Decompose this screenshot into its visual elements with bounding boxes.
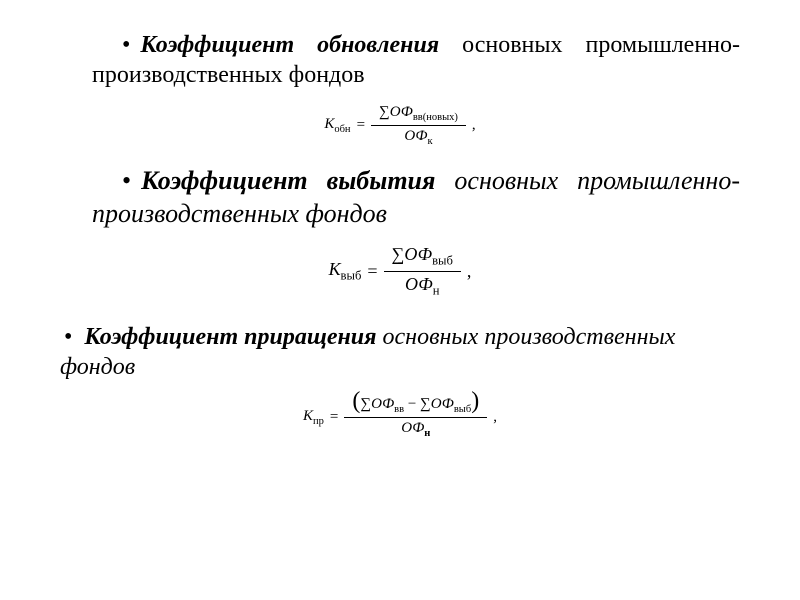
bullet-block-1: Коэффициент обновления основных промышле… xyxy=(60,30,740,90)
f1-num-sub: вв(новых) xyxy=(413,112,458,123)
f2-den-sub: н xyxy=(433,283,440,297)
f2-eq: = xyxy=(367,261,377,282)
f3-k: К xyxy=(303,408,313,424)
f3-of1: ОФ xyxy=(371,396,394,412)
f3-eq: = xyxy=(330,409,338,426)
bullet-block-2: Коэффициент выбытия основных промышленно… xyxy=(60,165,740,230)
f1-k: К xyxy=(324,116,334,132)
f2-comma: , xyxy=(467,261,472,282)
f1-ksub: обн xyxy=(334,124,350,135)
f2-num-sub: выб xyxy=(432,254,453,268)
f3-sub1: вв xyxy=(394,404,404,415)
f3-frac: (∑ОФвв − ∑ОФвыб) ОФн xyxy=(344,396,487,439)
f3-of2: ОФ xyxy=(431,396,454,412)
f3-minus: − xyxy=(404,396,420,412)
formula-3: Кпр = (∑ОФвв − ∑ОФвыб) ОФн , xyxy=(60,396,740,439)
formula-1: Кобн = ∑ОФвв(новых) ОФк , xyxy=(60,104,740,147)
f1-den-sub: к xyxy=(427,136,432,147)
f2-k: К xyxy=(329,259,341,279)
f3-ksub: пр xyxy=(313,416,324,427)
formula-2: Квыб = ∑ОФвыб ОФн , xyxy=(60,244,740,298)
f1-den-of: ОФ xyxy=(404,128,427,144)
b3-lead: Коэффициент приращения xyxy=(84,324,376,350)
b1-lead: Коэффициент обновления xyxy=(140,32,439,58)
b2-lead: Коэффициент выбытия xyxy=(141,166,435,195)
f3-sub2: выб xyxy=(454,404,471,415)
bullet-block-3: • Коэффициент приращения основных произв… xyxy=(60,322,740,382)
f1-num-of: ОФ xyxy=(390,104,413,120)
f2-frac: ∑ОФвыб ОФн xyxy=(384,244,461,298)
f3-sigma2: ∑ xyxy=(420,396,431,412)
f2-ksub: выб xyxy=(341,268,362,282)
f1-comma: , xyxy=(472,117,476,134)
f3-den-sub: н xyxy=(424,428,430,439)
f1-eq: = xyxy=(357,117,365,134)
f1-frac: ∑ОФвв(новых) ОФк xyxy=(371,104,466,147)
f3-comma: , xyxy=(493,409,497,426)
f3-sigma1: ∑ xyxy=(360,396,371,412)
f2-den-of: ОФ xyxy=(405,274,433,294)
f1-sigma: ∑ xyxy=(379,104,390,120)
f2-sigma: ∑ xyxy=(392,244,405,264)
f2-num-of: ОФ xyxy=(404,244,432,264)
f3-den-of: ОФ xyxy=(401,420,424,436)
